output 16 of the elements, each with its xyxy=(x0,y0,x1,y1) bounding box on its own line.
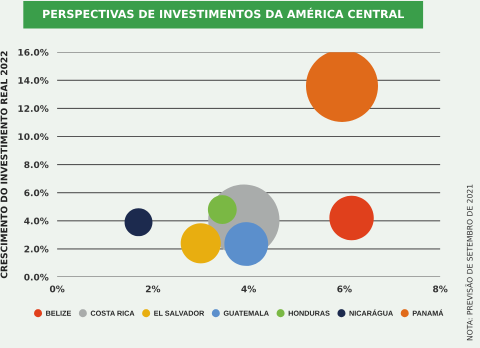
x-tick-label: 2% xyxy=(146,286,160,292)
y-tick-label: 10.0% xyxy=(18,133,48,140)
y-axis-title: CRESCIMENTO DO INVESTIMENTO REAL 2022 xyxy=(0,51,8,278)
chart-title: PERSPECTIVAS DE INVESTIMENTOS DA AMÉRICA CENTRAL xyxy=(43,8,404,18)
y-tick-label: 0.0% xyxy=(24,274,48,281)
y-tick-label: 14.0% xyxy=(18,77,48,84)
x-tick-label: 6% xyxy=(337,286,352,292)
y-tick-label: 4.0% xyxy=(24,218,48,224)
y-tick-label: 2.0% xyxy=(24,246,48,252)
x-tick-label: 4% xyxy=(241,286,256,292)
y-tick-label: 8.0% xyxy=(24,161,48,168)
x-tick-label: 8% xyxy=(433,286,448,292)
y-tick-label: 6.0% xyxy=(24,189,48,196)
y-tick-label: 12.0% xyxy=(18,105,48,112)
y-tick-label: 16.0% xyxy=(18,48,48,56)
x-tick-label: 0% xyxy=(50,286,64,292)
